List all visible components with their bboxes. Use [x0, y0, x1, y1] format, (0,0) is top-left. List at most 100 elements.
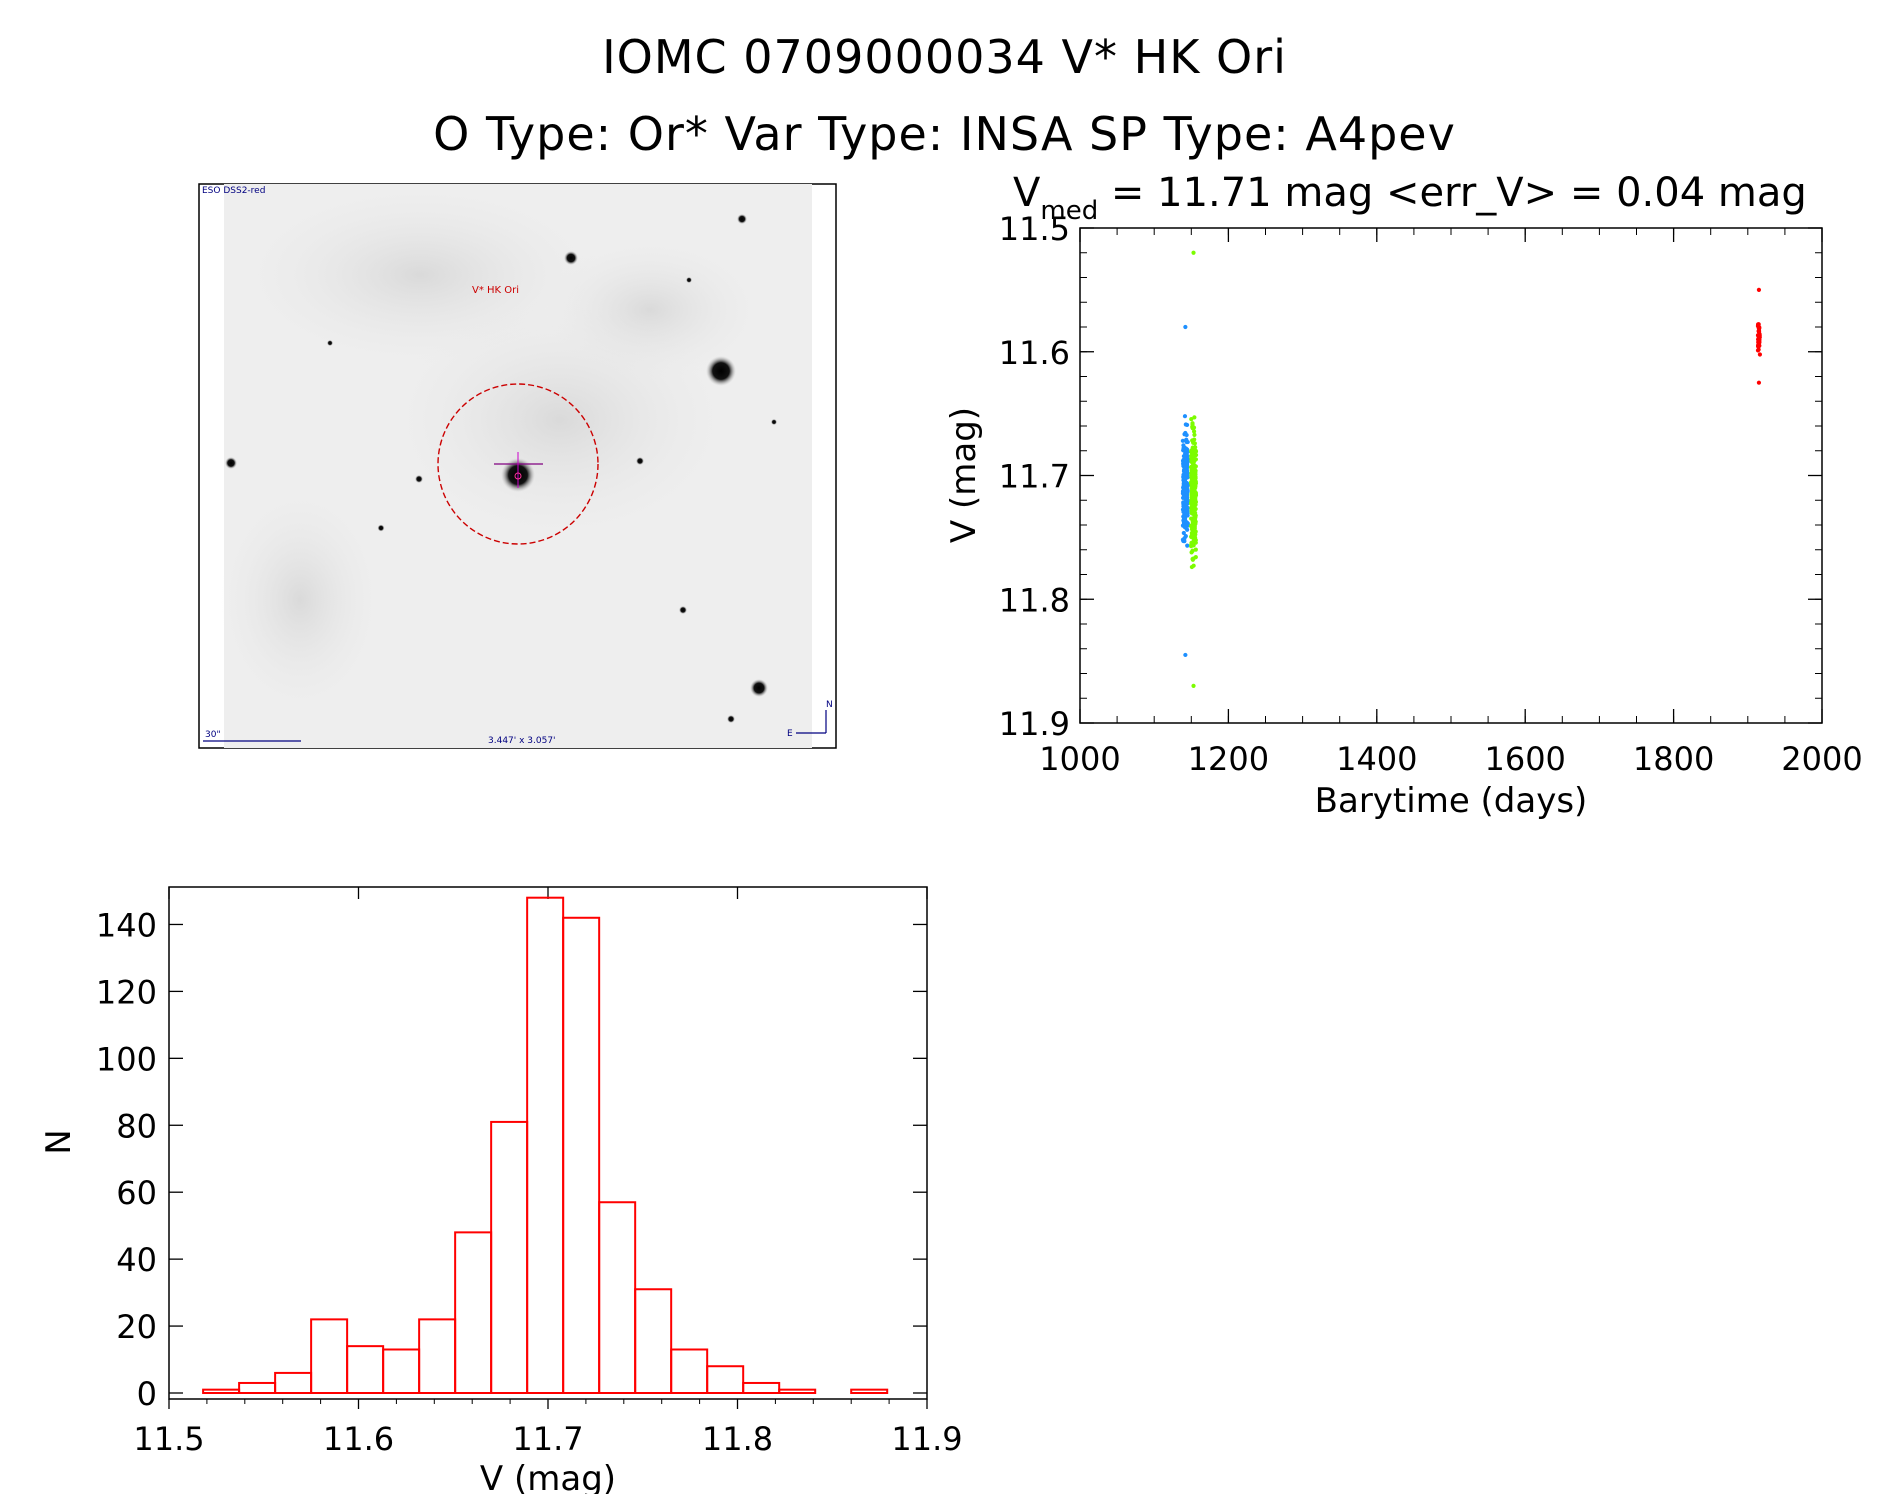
star	[686, 277, 692, 283]
object-label: V* HK Ori	[472, 285, 519, 296]
stat-v-subscript: med	[1040, 196, 1098, 226]
light-curve-point-red	[1755, 333, 1761, 338]
light-curve-point-blue	[1185, 543, 1190, 548]
stat-values: = 11.71 mag <err_V> = 0.04 mag	[1098, 170, 1807, 216]
light-curve-point-green	[1193, 449, 1198, 454]
light-curve-point-blue	[1185, 527, 1190, 532]
light-curve-ytick-label: 11.8	[999, 581, 1070, 619]
light-curve-point-green	[1190, 489, 1195, 495]
light-curve-point-blue	[1183, 457, 1189, 462]
histogram-bar	[850, 1388, 889, 1394]
light-curve-point-blue	[1181, 454, 1187, 459]
light-curve-point-green	[1189, 455, 1194, 460]
light-curve-point-blue	[1183, 652, 1188, 658]
light-curve-point-blue	[1181, 538, 1186, 544]
light-curve-point-blue	[1181, 530, 1186, 536]
histogram-xlabel: V (mag)	[480, 1459, 616, 1494]
light-curve-point-blue	[1185, 506, 1190, 511]
light-curve-point-green	[1191, 478, 1196, 483]
star	[636, 457, 644, 465]
star	[771, 419, 777, 425]
light-curve-point-red	[1757, 352, 1763, 357]
light-curve-point-blue	[1183, 493, 1188, 498]
histogram-xtick-label: 11.6	[323, 1420, 394, 1458]
histogram-xtick-label: 11.7	[512, 1420, 583, 1458]
light-curve-point-blue	[1182, 510, 1187, 515]
stat-v-symbol: V	[1013, 170, 1041, 216]
light-curve-point-green	[1192, 513, 1197, 518]
star	[727, 715, 735, 723]
histogram-bar	[274, 1371, 313, 1395]
star	[327, 340, 333, 346]
light-curve-point-green	[1190, 446, 1196, 451]
light-curve-xtick-label: 1800	[1633, 740, 1714, 778]
light-curve-point-green	[1193, 452, 1199, 458]
star	[750, 679, 768, 697]
histogram-bar	[418, 1318, 457, 1394]
light-curve-ylabel: V (mag)	[944, 407, 984, 543]
histogram-axes	[168, 886, 928, 1400]
histogram-ytick-label: 140	[96, 906, 157, 944]
light-curve-point-green	[1193, 457, 1198, 462]
star	[737, 214, 747, 224]
light-curve-point-green	[1192, 468, 1197, 473]
histogram-ytick-label: 40	[116, 1241, 157, 1279]
compass-e-label: E	[787, 729, 793, 739]
survey-label: ESO DSS2-red	[202, 186, 265, 196]
sky-image: ESO DSS2-red V* HK Ori 30" 3.447' x 3.05…	[198, 183, 837, 749]
light-curve-point-blue	[1180, 438, 1185, 443]
histogram-bar	[670, 1348, 709, 1394]
histogram-bar	[382, 1348, 421, 1394]
light-curve-point-blue	[1184, 469, 1190, 474]
light-curve-point-blue	[1182, 414, 1188, 419]
fov-label: 3.447' x 3.057'	[488, 736, 556, 746]
light-curve-xlabel: Barytime (days)	[1315, 781, 1588, 821]
histogram-bar	[706, 1365, 745, 1395]
light-curve-point-green	[1189, 535, 1194, 540]
light-curve-point-blue	[1183, 464, 1188, 469]
light-curve-xtick-label: 1000	[1039, 740, 1120, 778]
light-curve-xtick-label: 1600	[1484, 740, 1565, 778]
light-curve-ytick-label: 11.5	[999, 210, 1070, 248]
light-curve-point-blue	[1180, 491, 1186, 496]
nebula-glow	[540, 240, 760, 380]
light-curve-point-blue	[1183, 430, 1188, 436]
light-curve-point-blue	[1185, 521, 1190, 526]
histogram-bar	[202, 1388, 241, 1394]
histogram-bar	[310, 1318, 349, 1394]
light-curve-point-green	[1191, 250, 1196, 255]
histogram-xtick-label: 11.9	[891, 1420, 962, 1458]
histogram-bar	[562, 916, 601, 1394]
light-curve-point-green	[1191, 440, 1196, 445]
star	[225, 457, 237, 469]
light-curve-point-green	[1189, 500, 1194, 506]
star	[679, 606, 687, 614]
light-curve-point-green	[1191, 683, 1196, 688]
light-curve-ytick-label: 11.7	[999, 458, 1070, 496]
light-curve-point-green	[1192, 437, 1197, 442]
light-curve-point-red	[1756, 342, 1761, 347]
light-curve-xtick-label: 1200	[1188, 740, 1269, 778]
light-curve-point-blue	[1184, 485, 1189, 491]
light-curve-point-green	[1190, 527, 1195, 532]
light-curve-point-blue	[1183, 447, 1188, 453]
histogram-bar	[346, 1345, 385, 1394]
histogram-bar	[490, 1120, 529, 1395]
histogram-bar	[598, 1201, 637, 1394]
light-curve-point-green	[1193, 491, 1198, 496]
histogram-bar	[634, 1288, 673, 1394]
histogram-bar	[238, 1381, 277, 1394]
light-curve-point-red	[1756, 380, 1762, 385]
light-curve-point-blue	[1182, 475, 1187, 481]
star	[377, 524, 385, 532]
histogram-ytick-label: 60	[116, 1174, 157, 1212]
bright-star	[706, 356, 736, 386]
light-curve-point-green	[1193, 547, 1198, 552]
light-curve-point-green	[1191, 538, 1196, 544]
histogram-ytick-label: 20	[116, 1308, 157, 1346]
light-curve-point-blue	[1182, 516, 1187, 521]
light-curve-point-blue	[1180, 523, 1186, 528]
light-curve-point-green	[1192, 415, 1197, 420]
histogram-bar	[742, 1381, 781, 1394]
histogram-bar	[778, 1388, 817, 1394]
